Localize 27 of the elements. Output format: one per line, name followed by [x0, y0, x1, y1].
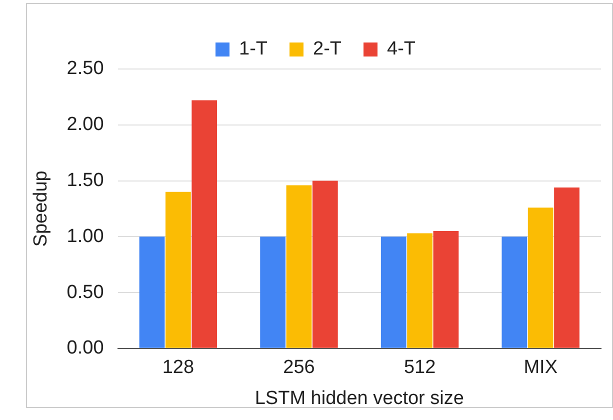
bar — [433, 231, 459, 348]
bar — [260, 236, 286, 348]
y-tick-label: 1.00 — [66, 226, 104, 247]
bar — [286, 185, 312, 348]
y-tick-label: 2.50 — [66, 58, 104, 80]
x-tick-label: MIX — [524, 357, 558, 378]
x-tick-label: 128 — [162, 357, 194, 378]
bar — [554, 187, 580, 348]
legend-label: 1-T — [239, 38, 268, 60]
bar — [139, 236, 165, 348]
bar — [528, 208, 554, 348]
y-tick-label: 2.00 — [66, 114, 104, 136]
y-tick-label: 0.00 — [66, 338, 104, 359]
y-tick-label: 0.50 — [66, 282, 104, 303]
bar — [502, 236, 528, 348]
bar — [407, 233, 432, 348]
bar — [192, 100, 218, 348]
legend-label: 4-T — [387, 38, 416, 60]
bar — [165, 192, 191, 348]
x-tick-label: 256 — [283, 357, 315, 378]
y-axis-title: Speedup — [30, 170, 52, 247]
legend-label: 2-T — [313, 38, 342, 60]
x-axis-title: LSTM hidden vector size — [254, 388, 464, 409]
y-tick-label: 1.50 — [66, 170, 104, 191]
bar — [312, 180, 338, 348]
bar — [380, 236, 406, 348]
x-tick-label: 512 — [404, 357, 436, 378]
